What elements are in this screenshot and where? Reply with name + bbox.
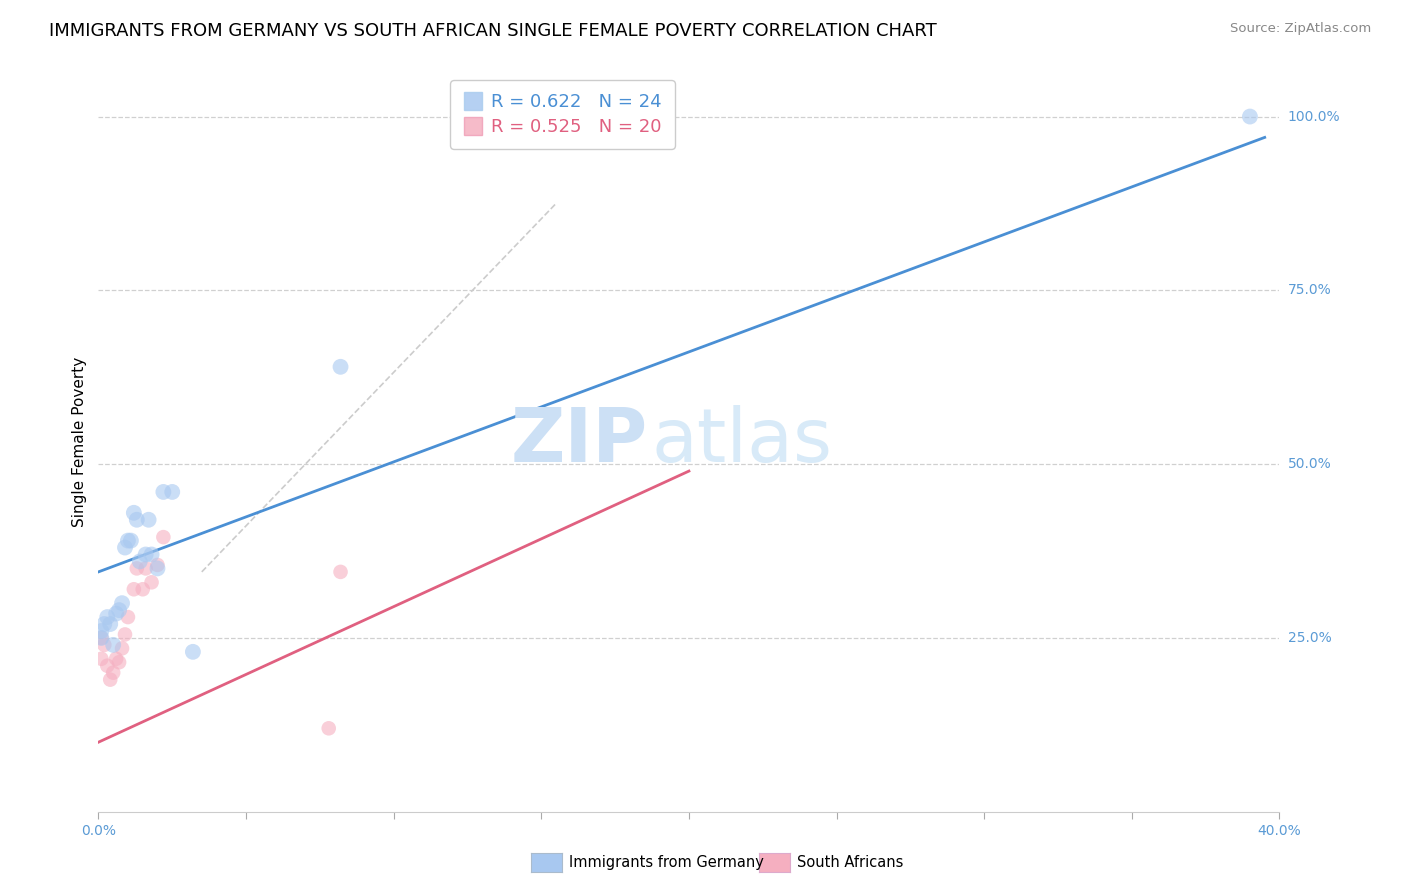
Point	[98, 617, 121, 632]
Text: atlas: atlas	[651, 405, 832, 478]
Legend: R = 0.622   N = 24, R = 0.525   N = 20: R = 0.622 N = 24, R = 0.525 N = 20	[450, 80, 675, 149]
Point	[108, 603, 131, 617]
Point	[141, 575, 163, 590]
Point	[125, 561, 148, 575]
Point	[117, 610, 139, 624]
Point	[96, 610, 118, 624]
Point	[128, 554, 150, 568]
Point	[105, 652, 128, 666]
Point	[103, 638, 125, 652]
Point	[138, 513, 160, 527]
Point	[90, 624, 112, 638]
Point	[132, 582, 155, 597]
Point	[122, 582, 145, 597]
Point	[111, 641, 134, 656]
Point	[152, 485, 174, 500]
Point	[96, 658, 118, 673]
Point	[105, 607, 128, 621]
Point	[152, 530, 174, 544]
Point	[98, 673, 121, 687]
Point	[120, 533, 142, 548]
Text: 25.0%: 25.0%	[1288, 631, 1331, 645]
Point	[318, 721, 340, 735]
Point	[146, 561, 169, 575]
Point	[114, 541, 136, 555]
Point	[117, 533, 139, 548]
Text: 50.0%: 50.0%	[1288, 457, 1331, 471]
Text: ZIP: ZIP	[510, 405, 648, 478]
Text: Immigrants from Germany: Immigrants from Germany	[569, 855, 765, 870]
Point	[108, 655, 131, 669]
Point	[135, 561, 157, 575]
Point	[141, 548, 163, 562]
Text: 75.0%: 75.0%	[1288, 284, 1331, 297]
Point	[122, 506, 145, 520]
Point	[162, 485, 183, 500]
Text: South Africans: South Africans	[797, 855, 904, 870]
Point	[90, 631, 112, 645]
Point	[146, 558, 169, 572]
Point	[181, 645, 204, 659]
Point	[90, 631, 112, 645]
Point	[93, 638, 115, 652]
Text: Source: ZipAtlas.com: Source: ZipAtlas.com	[1230, 22, 1371, 36]
Point	[103, 665, 125, 680]
Point	[1239, 110, 1261, 124]
Text: 100.0%: 100.0%	[1288, 110, 1340, 124]
Point	[111, 596, 134, 610]
Point	[90, 652, 112, 666]
Point	[114, 627, 136, 641]
Point	[329, 359, 352, 374]
Point	[93, 617, 115, 632]
Point	[135, 548, 157, 562]
Y-axis label: Single Female Poverty: Single Female Poverty	[72, 357, 87, 526]
Point	[125, 513, 148, 527]
Point	[329, 565, 352, 579]
Text: IMMIGRANTS FROM GERMANY VS SOUTH AFRICAN SINGLE FEMALE POVERTY CORRELATION CHART: IMMIGRANTS FROM GERMANY VS SOUTH AFRICAN…	[49, 22, 936, 40]
